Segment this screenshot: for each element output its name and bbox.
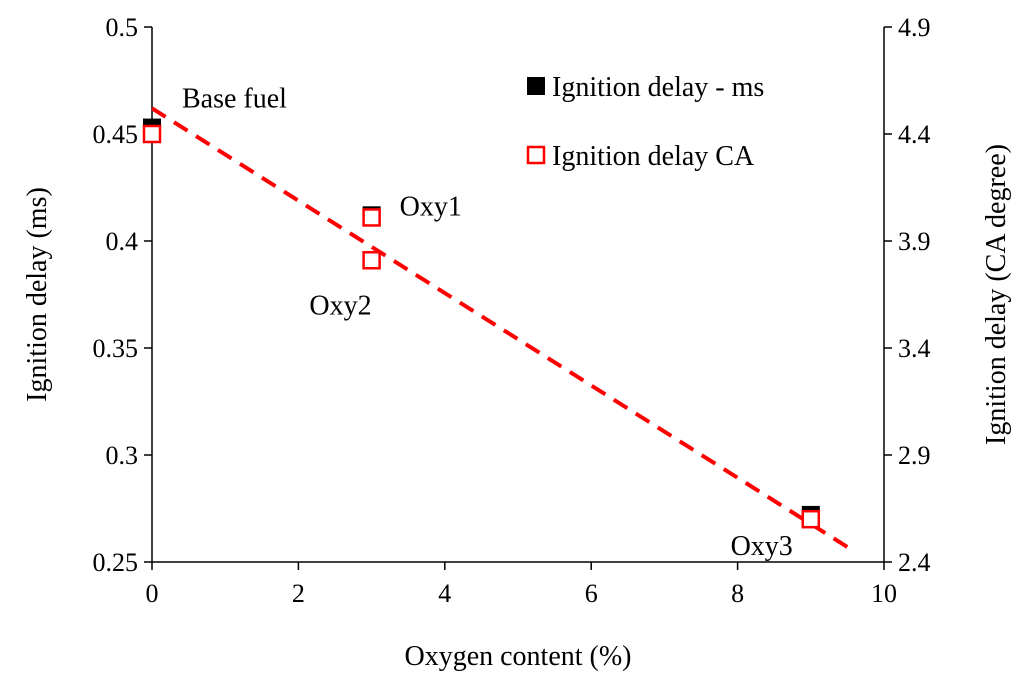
left-y-tick-label: 0.25 — [93, 548, 139, 577]
x-tick-label: 10 — [871, 579, 897, 608]
data-points — [142, 118, 821, 529]
point-label: Oxy3 — [731, 531, 793, 562]
left-y-tick-label: 0.3 — [106, 441, 139, 470]
x-tick-label: 0 — [146, 579, 159, 608]
right-y-tick-label: 3.4 — [898, 334, 931, 363]
ca-data-point — [142, 124, 162, 144]
point-label: Oxy2 — [309, 290, 371, 321]
tick-marks — [144, 26, 892, 570]
point-labels: Base fuel Oxy1 Oxy2 Oxy3 — [182, 84, 793, 562]
point-label: Base fuel — [182, 84, 287, 115]
right-y-tick-label: 3.9 — [898, 227, 931, 256]
tick-labels: 0 2 4 6 8 10 0.25 0.3 0.35 0.4 0.45 0.5 2.4 2.9 3.4 3.9… — [93, 13, 931, 608]
legend: Ignition delay - ms Ignition delay CA — [526, 72, 764, 172]
left-y-tick-label: 0.4 — [106, 227, 139, 256]
legend-swatch-ms — [527, 77, 545, 95]
legend-swatch-ca — [526, 145, 546, 165]
legend-label-ms: Ignition delay - ms — [552, 72, 764, 103]
left-y-tick-label: 0.35 — [93, 334, 139, 363]
ca-data-point — [362, 251, 381, 270]
ca-data-point — [801, 509, 821, 529]
right-y-tick-label: 4.4 — [898, 120, 931, 149]
right-y-tick-label: 2.9 — [898, 441, 931, 470]
x-tick-label: 4 — [438, 579, 451, 608]
right-y-axis-title: Ignition delay (CA degree) — [981, 144, 1012, 445]
x-tick-label: 6 — [585, 579, 598, 608]
right-y-tick-label: 4.9 — [898, 13, 931, 42]
x-tick-label: 2 — [292, 579, 305, 608]
ca-data-point — [362, 208, 381, 227]
left-y-axis-title: Ignition delay (ms) — [22, 187, 53, 402]
x-axis-title: Oxygen content (%) — [404, 641, 631, 672]
legend-label-ca: Ignition delay CA — [552, 141, 755, 172]
right-y-tick-label: 2.4 — [898, 548, 931, 577]
left-y-tick-label: 0.45 — [93, 120, 139, 149]
point-label: Oxy1 — [400, 191, 462, 222]
trend-line — [150, 106, 849, 549]
left-y-tick-label: 0.5 — [106, 13, 139, 42]
x-tick-label: 8 — [731, 579, 744, 608]
